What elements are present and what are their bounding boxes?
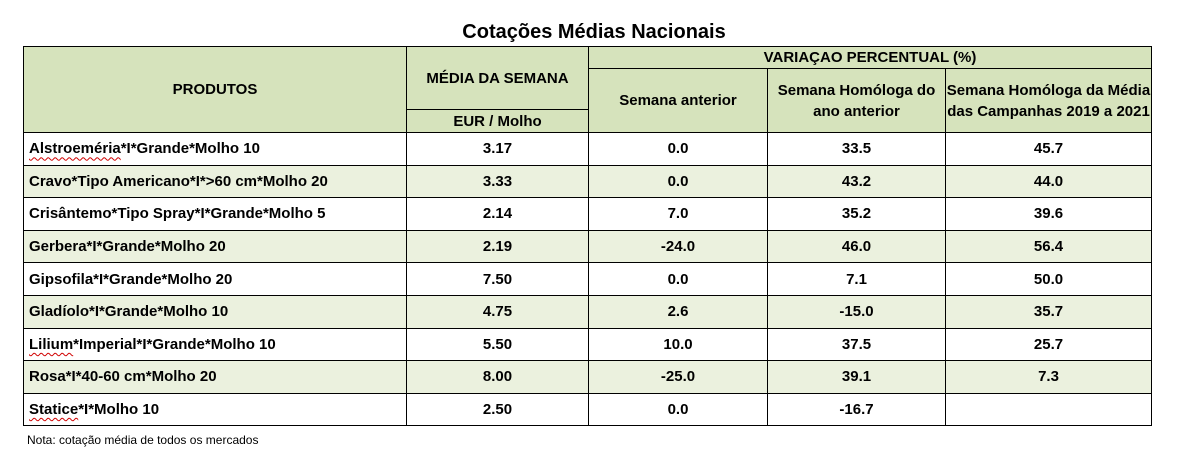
table-row: Alstroeméria*I*Grande*Molho 10 3.17 0.0 33.… <box>23 132 1152 166</box>
previous-week-cell: 0.0 <box>588 262 768 296</box>
footnote: Nota: cotação média de todos os mercados <box>27 433 259 447</box>
week-average-cell: 5.50 <box>406 327 589 362</box>
previous-week-cell: 2.6 <box>588 294 768 329</box>
previous-week-cell: 0.0 <box>588 132 768 166</box>
table-row: Crisântemo*Tipo Spray*I*Grande*Molho 5 2.… <box>23 197 1152 231</box>
previous-week-cell: 0.0 <box>588 164 768 199</box>
product-cell: Gladíolo*I*Grande*Molho 10 <box>23 294 407 329</box>
product-cell: Gipsofila*I*Grande*Molho 20 <box>23 262 407 296</box>
campaigns-average-cell: 7.3 <box>945 360 1152 394</box>
header-same-week-campaigns-average: Semana Homóloga da Média das Campanhas 2… <box>945 68 1152 133</box>
campaigns-average-cell: 25.7 <box>945 327 1152 362</box>
previous-year-cell: 35.2 <box>767 197 946 231</box>
product-name: Gladíolo*I*Grande*Molho 10 <box>29 303 229 321</box>
week-average-cell: 2.19 <box>406 229 589 264</box>
product-cell: Lilium*Imperial*I*Grande*Molho 10 <box>23 327 407 362</box>
previous-year-cell: 39.1 <box>767 360 946 394</box>
previous-year-cell: 7.1 <box>767 262 946 296</box>
product-cell: Gerbera*I*Grande*Molho 20 <box>23 229 407 264</box>
header-products: PRODUTOS <box>23 46 407 133</box>
product-name: Alstroeméria <box>29 140 121 158</box>
table-body: Alstroeméria*I*Grande*Molho 10 3.17 0.0 33.… <box>23 132 1152 427</box>
table-row: Gerbera*I*Grande*Molho 20 2.19 -24.0 46.0 56… <box>23 229 1152 264</box>
previous-week-cell: -25.0 <box>588 360 768 394</box>
header-week-average: MÉDIA DA SEMANA <box>406 46 589 110</box>
campaigns-average-cell: 39.6 <box>945 197 1152 231</box>
product-name: Rosa*I*40-60 cm*Molho 20 <box>29 368 217 386</box>
week-average-cell: 8.00 <box>406 360 589 394</box>
previous-year-cell: -15.0 <box>767 294 946 329</box>
campaigns-average-cell: 50.0 <box>945 262 1152 296</box>
campaigns-average-cell: 35.7 <box>945 294 1152 329</box>
product-cell: Crisântemo*Tipo Spray*I*Grande*Molho 5 <box>23 197 407 231</box>
previous-week-cell: 7.0 <box>588 197 768 231</box>
campaigns-average-cell <box>945 392 1152 427</box>
table-row: Gipsofila*I*Grande*Molho 20 7.50 0.0 7.1 50.… <box>23 262 1152 296</box>
week-average-cell: 3.17 <box>406 132 589 166</box>
table-row: Cravo*Tipo Americano*I*>60 cm*Molho 20 3.… <box>23 164 1152 199</box>
previous-year-cell: 46.0 <box>767 229 946 264</box>
week-average-cell: 4.75 <box>406 294 589 329</box>
product-name: Crisântemo*Tipo Spray*I*Grande*Molho 5 <box>29 205 326 223</box>
product-name: Gerbera*I*Grande*Molho 20 <box>29 238 226 256</box>
product-name: Gipsofila*I*Grande*Molho 20 <box>29 270 233 288</box>
prices-table: PRODUTOS MÉDIA DA SEMANA VARIAÇAO PERCEN… <box>23 46 1152 427</box>
week-average-cell: 3.33 <box>406 164 589 199</box>
product-cell: Statice*I*Molho 10 <box>23 392 407 427</box>
week-average-cell: 2.14 <box>406 197 589 231</box>
previous-week-cell: 10.0 <box>588 327 768 362</box>
table-row: Lilium*Imperial*I*Grande*Molho 10 5.50 10.… <box>23 327 1152 362</box>
campaigns-average-cell: 45.7 <box>945 132 1152 166</box>
table-title: Cotações Médias Nacionais <box>462 21 726 43</box>
table-header: PRODUTOS MÉDIA DA SEMANA VARIAÇAO PERCEN… <box>23 46 1152 133</box>
header-unit: EUR / Molho <box>406 109 589 133</box>
header-previous-week: Semana anterior <box>588 68 768 133</box>
product-spec: *I*Molho 10 <box>78 401 160 419</box>
product-cell: Rosa*I*40-60 cm*Molho 20 <box>23 360 407 394</box>
previous-year-cell: 33.5 <box>767 132 946 166</box>
product-cell: Cravo*Tipo Americano*I*>60 cm*Molho 20 <box>23 164 407 199</box>
previous-year-cell: 43.2 <box>767 164 946 199</box>
previous-year-cell: -16.7 <box>767 392 946 427</box>
previous-week-cell: -24.0 <box>588 229 768 264</box>
product-name: Cravo*Tipo Americano*I*>60 cm*Molho 20 <box>29 172 328 190</box>
previous-week-cell: 0.0 <box>588 392 768 427</box>
campaigns-average-cell: 44.0 <box>945 164 1152 199</box>
week-average-cell: 7.50 <box>406 262 589 296</box>
product-spec: *I*Grande*Molho 10 <box>120 140 260 158</box>
table-row: Gladíolo*I*Grande*Molho 10 4.75 2.6 -15.0 35… <box>23 294 1152 329</box>
header-same-week-previous-year: Semana Homóloga do ano anterior <box>767 68 946 133</box>
product-cell: Alstroeméria*I*Grande*Molho 10 <box>23 132 407 166</box>
product-spec: *Imperial*I*Grande*Molho 10 <box>73 335 276 353</box>
table-row: Statice*I*Molho 10 2.50 0.0 -16.7 <box>23 392 1152 427</box>
header-variation: VARIAÇAO PERCENTUAL (%) <box>588 46 1152 69</box>
campaigns-average-cell: 56.4 <box>945 229 1152 264</box>
table-row: Rosa*I*40-60 cm*Molho 20 8.00 -25.0 39.1 7.3 <box>23 360 1152 394</box>
product-name: Statice <box>29 401 79 419</box>
week-average-cell: 2.50 <box>406 392 589 427</box>
previous-year-cell: 37.5 <box>767 327 946 362</box>
product-name: Lilium <box>29 335 74 353</box>
